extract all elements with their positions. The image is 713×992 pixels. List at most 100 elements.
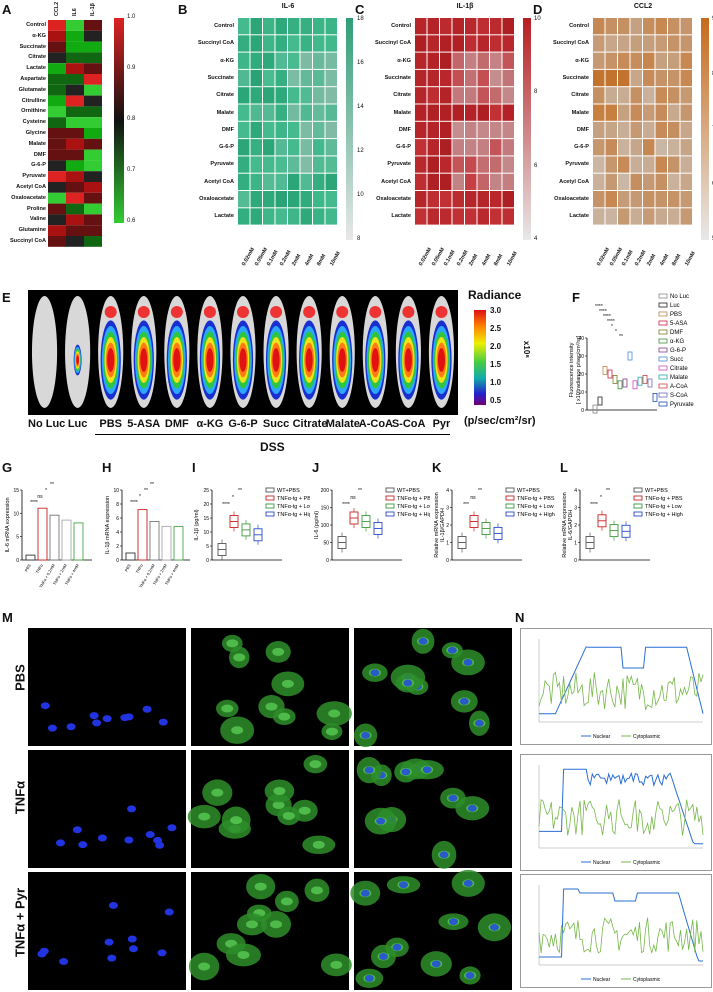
- heatmap-b-cell: [238, 104, 250, 121]
- panel-h-ytick: 6: [116, 516, 119, 522]
- heatmap-b-row-label: Succinyl CoA: [197, 40, 234, 47]
- panel-f-significance: ****: [603, 314, 611, 320]
- heatmap-c-cell: [427, 35, 439, 52]
- heatmap-b-colorbar-tick: 12: [357, 148, 364, 154]
- heatmap-c-row-label: Malate: [393, 109, 411, 116]
- heatmap-b-cell: [263, 52, 275, 69]
- heatmap-c-cell: [465, 139, 477, 156]
- panel-k-ytick: 4: [446, 488, 449, 494]
- heatmap-b-cell: [275, 52, 287, 69]
- panel-j-ytick: 0: [326, 558, 329, 564]
- heatmap-d-cell: [668, 69, 680, 87]
- panel-f-legend-swatch: [658, 401, 668, 407]
- micrograph-tile: [28, 750, 186, 868]
- heatmap-c-cell: [440, 87, 452, 104]
- heatmap-d-cell: [630, 104, 642, 121]
- panel-f-ytick: 20: [578, 372, 584, 378]
- panel-g-bar: [49, 514, 60, 561]
- heatmap-a-cell: [48, 128, 66, 139]
- heatmap-d-cell: [593, 208, 605, 225]
- heatmap-b-cell: [300, 18, 312, 35]
- panel-f-legend-swatch: [658, 311, 668, 317]
- heatmap-b-row-label: Succinate: [207, 74, 234, 81]
- heatmap-c-cell: [502, 87, 514, 104]
- panel-f-legend-label: Malate: [670, 375, 689, 381]
- heatmap-d-cell: [643, 208, 655, 225]
- mouse-image: [263, 296, 289, 408]
- heatmap-d-cell: [680, 104, 692, 121]
- panel-f-legend-swatch: [658, 302, 668, 308]
- mouse-images: [31, 296, 455, 408]
- heatmap-d-cell: [680, 156, 692, 173]
- heatmap-c-cell: [490, 87, 502, 104]
- heatmap-a-cell: [48, 225, 66, 236]
- panel-f-legend-label: No Luc: [670, 294, 689, 300]
- heatmap-c-title: IL-1β: [456, 3, 474, 10]
- heatmap-c-cell: [502, 52, 514, 69]
- heatmap-c-row-label: DMF: [398, 126, 411, 133]
- heatmap-b-cell: [325, 104, 337, 121]
- panel-j-ytick: 200: [321, 488, 330, 494]
- heatmap-d-cell: [643, 18, 655, 35]
- heatmap-d-cell: [618, 139, 630, 156]
- heatmap-d-cell: [655, 191, 667, 208]
- heatmap-a-row-label: Aspartate: [20, 76, 46, 82]
- panel-i-legend-label: WT+PBS: [277, 488, 300, 494]
- heatmap-c-row-label: Acetyl CoA: [381, 178, 411, 185]
- heatmap-d-cell: [668, 191, 680, 208]
- panel-f-legend-swatch: [658, 365, 668, 371]
- heatmap-d-cell: [618, 191, 630, 208]
- heatmap-a-row-label: Acetyl CoA: [16, 184, 46, 190]
- radiance-title: Radiance: [468, 288, 522, 302]
- panel-f-legend-swatch: [658, 383, 668, 389]
- heatmap-a-cell: [48, 30, 66, 42]
- heatmap-d-colorbar: [701, 18, 709, 240]
- heatmap-d-cell: [643, 35, 655, 52]
- panel-f-legend-swatch: [658, 329, 668, 335]
- heatmap-c-row-label: Control: [391, 23, 411, 29]
- heatmap-d-cell: [618, 156, 630, 173]
- heatmap-d-cell: [630, 191, 642, 208]
- heatmap-c-cell: [477, 156, 489, 173]
- heatmap-b-cell: [313, 173, 325, 190]
- heatmap-a-cell: [66, 138, 84, 150]
- panel-l-legend-label: TNFα-tg + PBS: [645, 496, 683, 502]
- heatmap-d-cell: [593, 121, 605, 139]
- panel-f-significance: ****: [599, 309, 607, 315]
- heatmap-a-cell: [66, 30, 84, 42]
- radiance-exponent: x10⁸: [522, 340, 532, 359]
- heatmap-b-cell: [263, 156, 275, 173]
- heatmap-b-cell: [325, 121, 337, 139]
- panel-f-legend-label: α-KG: [670, 339, 684, 345]
- heatmap-c-cell: [452, 18, 464, 35]
- heatmap-b-cell: [250, 208, 262, 225]
- profile-pbs-nuclear-line: [539, 646, 704, 715]
- panel-l-significance: ****: [590, 502, 598, 508]
- heatmap-b-cell: [313, 52, 325, 69]
- heatmap-c-colorbar: [523, 18, 531, 240]
- heatmap-c-row-label: G-6-P: [396, 144, 411, 151]
- heatmap-b-cell: [288, 156, 300, 173]
- heatmap-d-cell: [630, 69, 642, 87]
- panel-f-significance: *: [615, 329, 617, 335]
- heatmap-c-colorbar-tick: 6: [534, 162, 538, 169]
- panel-g-significance: **: [50, 482, 54, 488]
- heatmap-a-colorbar-tick: 0.9: [127, 65, 136, 71]
- panel-f-box: [647, 378, 653, 388]
- panel-f-box: [637, 376, 643, 386]
- heatmap-a-cell: [84, 106, 102, 118]
- panel-h-bar: [137, 509, 148, 561]
- heatmap-c-cell: [452, 35, 464, 52]
- heatmap-c-cell: [427, 191, 439, 208]
- heatmap-c-cell: [427, 87, 439, 104]
- heatmap-b-colorbar-tick: 16: [357, 60, 364, 66]
- heatmap-a-cell: [48, 236, 66, 247]
- panel-k-ytick: 1: [446, 541, 449, 547]
- heatmap-d-cell: [630, 87, 642, 104]
- heatmap-c-cell: [452, 173, 464, 190]
- heatmap-a-cell: [48, 160, 66, 172]
- profile-plot-tnfa: Nuclear Cytoplasmic: [538, 765, 704, 866]
- heatmap-a: CCL2 IL6 IL-1β Control α-KG Succinate Citrate L…: [0, 0, 178, 250]
- panel-f-legend-label: Succ: [670, 357, 683, 363]
- heatmap-a-cell: [84, 182, 102, 193]
